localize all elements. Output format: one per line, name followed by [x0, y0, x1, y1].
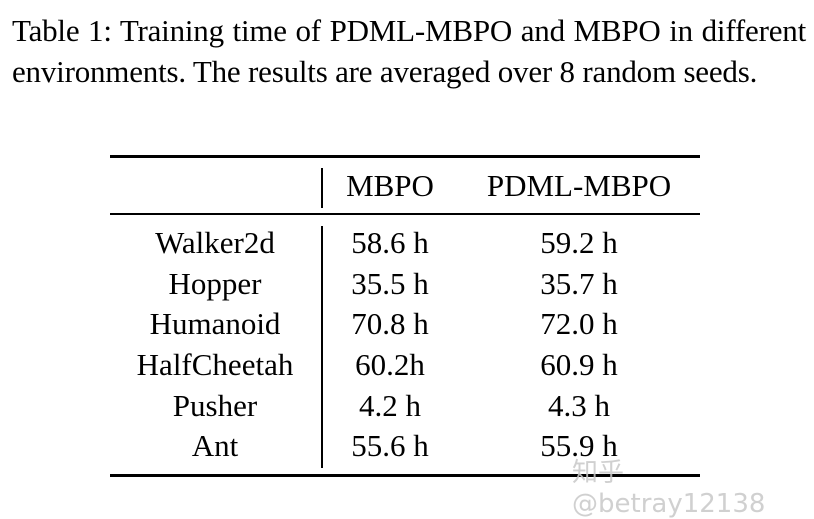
column-header-mbpo: MBPO [346, 168, 434, 203]
mbpo-time: 70.8 h [351, 306, 429, 341]
bottom-rule [110, 474, 700, 477]
pdml-mbpo-time: 59.2 h [540, 225, 618, 260]
mbpo-time: 60.2h [355, 347, 425, 382]
body-column-separator [321, 226, 323, 468]
pdml-mbpo-time: 4.3 h [548, 388, 610, 423]
pdml-mbpo-time: 55.9 h [540, 428, 618, 463]
pdml-mbpo-time: 60.9 h [540, 347, 618, 382]
top-rule [110, 155, 700, 158]
pdml-mbpo-time: 72.0 h [540, 306, 618, 341]
env-name: Hopper [168, 266, 262, 301]
table-caption: Table 1: Training time of PDML-MBPO and … [12, 13, 806, 89]
column-header-pdml-mbpo: PDML-MBPO [486, 168, 672, 203]
env-name: Ant [191, 428, 239, 463]
env-name: Walker2d [155, 225, 275, 260]
env-name: Pusher [172, 388, 258, 423]
mbpo-time: 55.6 h [351, 428, 429, 463]
env-name: HalfCheetah [136, 347, 294, 382]
env-name: Humanoid [149, 306, 281, 341]
header-column-separator [321, 168, 323, 208]
mbpo-time: 4.2 h [359, 388, 421, 423]
pdml-mbpo-time: 35.7 h [540, 266, 618, 301]
mbpo-time: 35.5 h [351, 266, 429, 301]
mbpo-time: 58.6 h [351, 225, 429, 260]
mid-rule [110, 213, 700, 215]
